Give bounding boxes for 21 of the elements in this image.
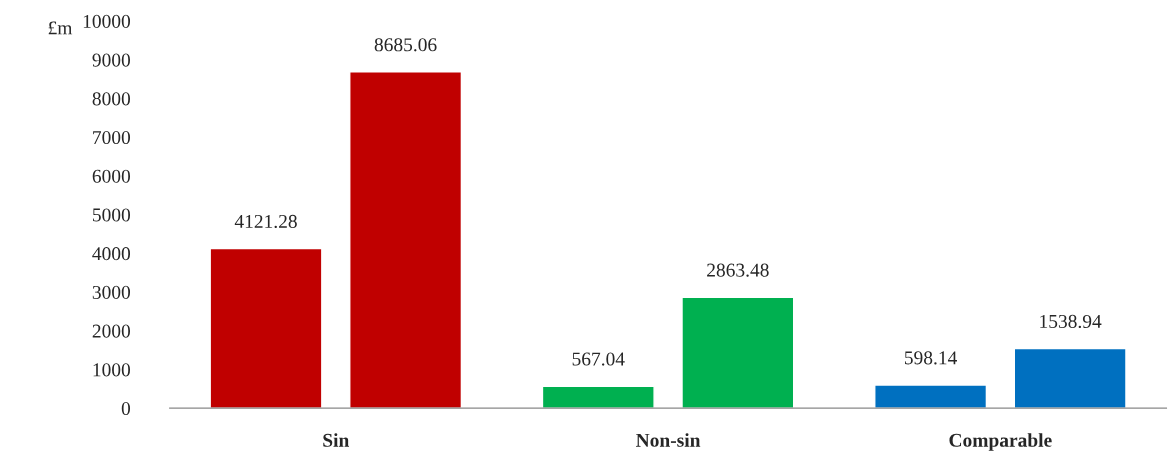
data-label: 4121.28 bbox=[234, 214, 297, 229]
y-tick-label: 10000 bbox=[83, 14, 131, 28]
y-tick-label: 4000 bbox=[92, 247, 131, 261]
y-tick-label: 9000 bbox=[92, 53, 131, 67]
data-label: 2863.48 bbox=[707, 263, 769, 277]
y-tick-label: 2000 bbox=[92, 324, 131, 338]
y-tick-label: 1000 bbox=[93, 363, 131, 377]
y-tick-label: 5000 bbox=[93, 208, 131, 222]
y-tick-label: 6000 bbox=[92, 169, 131, 183]
data-label: 8685.06 bbox=[374, 38, 437, 52]
data-label: 1538.94 bbox=[1040, 314, 1102, 329]
x-tick-label: Non-sin bbox=[636, 433, 701, 447]
data-label: 567.04 bbox=[572, 352, 625, 366]
y-tick-label: 0 bbox=[121, 401, 131, 416]
y-axis-title: £m bbox=[48, 21, 73, 35]
x-tick-label: Comparable bbox=[949, 433, 1052, 451]
y-tick-label: 7000 bbox=[93, 130, 131, 145]
y-tick-label: 3000 bbox=[92, 285, 131, 299]
x-tick-label: Sin bbox=[323, 433, 350, 447]
data-label: 598.14 bbox=[904, 351, 957, 365]
y-tick-label: 8000 bbox=[92, 92, 131, 106]
